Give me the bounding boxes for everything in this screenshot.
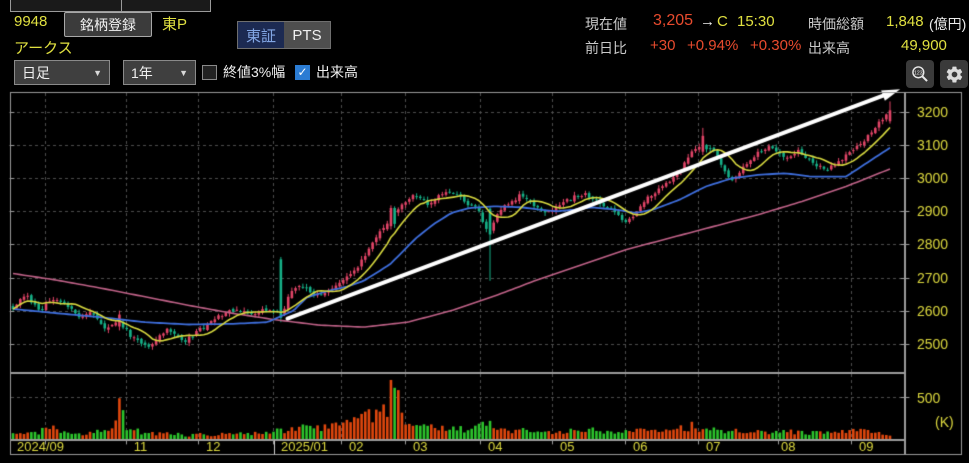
- period-select-value: 日足: [22, 64, 50, 81]
- range-select[interactable]: 1年 ▼: [123, 60, 196, 85]
- change-percent-pts: +0.30%: [750, 37, 802, 54]
- register-symbol-button[interactable]: 銘柄登録: [64, 12, 152, 37]
- volume-checkbox[interactable]: ✓: [295, 64, 310, 80]
- change-value: +30: [650, 37, 676, 54]
- volume-label: 出来高: [808, 40, 850, 56]
- quote-time: 15:30: [737, 13, 775, 30]
- chevron-down-icon: ▼: [93, 67, 102, 78]
- market-cap-unit: (億円): [929, 16, 967, 32]
- close-range-checkbox-label: 終値3%幅: [223, 64, 286, 80]
- settings-button[interactable]: [940, 60, 968, 88]
- market-cap-label: 時価総額: [808, 16, 864, 32]
- candlestick-volume-chart[interactable]: [0, 86, 969, 463]
- truncated-symbol-input[interactable]: [10, 0, 211, 12]
- price-zoom-button[interactable]: 123: [906, 60, 934, 88]
- close-flag: C: [717, 13, 728, 30]
- stock-code: 9948: [14, 13, 48, 30]
- period-select[interactable]: 日足 ▼: [14, 60, 110, 85]
- close-range-checkbox[interactable]: [202, 64, 217, 80]
- stock-name: アークス: [14, 40, 73, 57]
- svg-text:123: 123: [914, 70, 923, 76]
- current-price-value: 3,205: [653, 12, 694, 29]
- input-divider: [121, 0, 122, 11]
- chevron-down-icon: ▼: [179, 67, 188, 78]
- tab-tosho[interactable]: 東証: [238, 22, 284, 48]
- change-percent: +0.94%: [687, 37, 739, 54]
- market-cap-value: 1,848: [886, 13, 924, 30]
- volume-value: 49,900: [901, 37, 947, 54]
- range-select-value: 1年: [131, 64, 153, 81]
- price-arrow: →: [700, 13, 715, 30]
- volume-checkbox-label: 出来高: [316, 64, 358, 80]
- current-price-label: 現在値: [585, 16, 627, 32]
- market-segment-label: 東P: [162, 16, 188, 33]
- tab-pts[interactable]: PTS: [284, 22, 330, 48]
- volume-checkbox-wrap[interactable]: ✓ 出来高: [295, 62, 358, 82]
- change-label: 前日比: [585, 40, 627, 56]
- magnifier-numbers-icon: 123: [912, 66, 928, 82]
- exchange-toggle: 東証 PTS: [237, 21, 331, 49]
- gear-icon: [946, 66, 962, 82]
- close-range-checkbox-wrap[interactable]: 終値3%幅: [202, 62, 285, 82]
